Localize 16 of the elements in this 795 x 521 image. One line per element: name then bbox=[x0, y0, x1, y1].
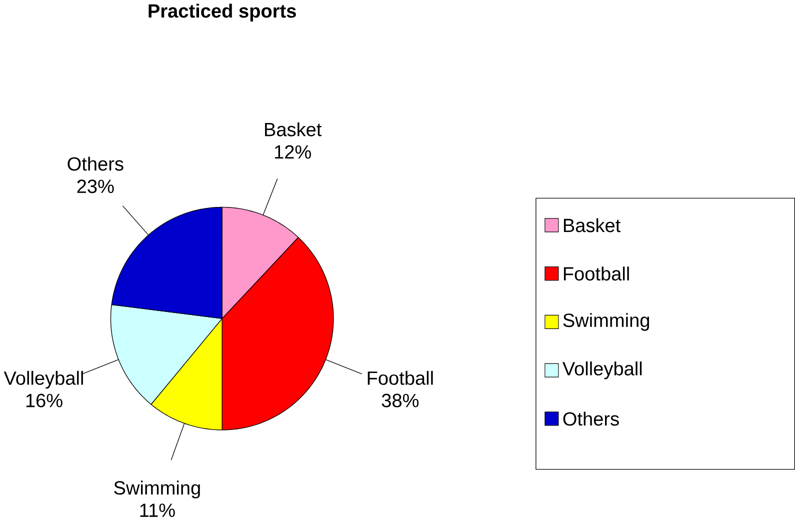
legend-label: Others bbox=[563, 412, 619, 426]
slice-label: Others bbox=[68, 156, 124, 171]
slice-label: Basket bbox=[265, 122, 322, 136]
slice-label: Football bbox=[368, 371, 433, 386]
slice-label: Swimming bbox=[114, 480, 200, 499]
data-label: 12% bbox=[274, 145, 311, 159]
chart-title: Practiced sports bbox=[148, 4, 296, 22]
legend-label: Volleyball bbox=[562, 362, 642, 380]
data-label: 16% bbox=[26, 394, 62, 408]
slice-label: Volleyball bbox=[4, 371, 83, 389]
data-label: 38% bbox=[382, 394, 419, 408]
data-label: 23% bbox=[77, 180, 114, 194]
legend-label: Football bbox=[564, 266, 629, 281]
legend-label: Basket bbox=[564, 218, 620, 232]
data-label: 11% bbox=[140, 504, 175, 518]
legend-label: Swimming bbox=[563, 313, 650, 331]
